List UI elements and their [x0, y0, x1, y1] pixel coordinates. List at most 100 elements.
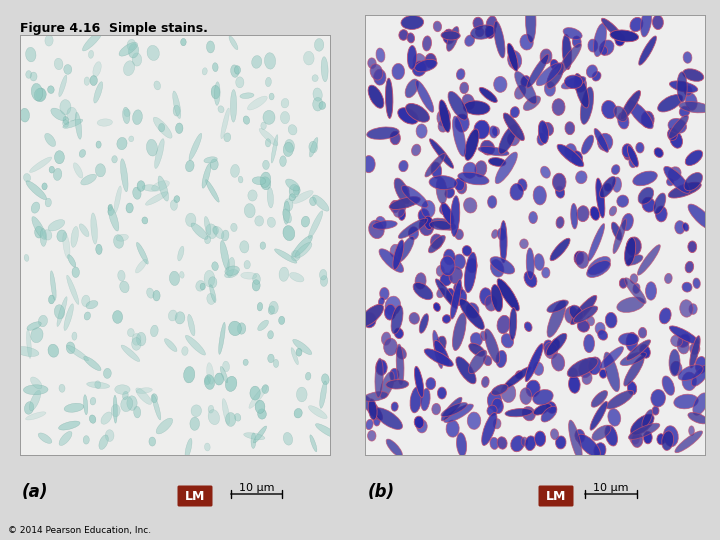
Ellipse shape [67, 275, 79, 305]
Ellipse shape [71, 226, 78, 247]
Ellipse shape [175, 312, 185, 324]
Ellipse shape [204, 271, 215, 287]
Ellipse shape [288, 125, 297, 135]
Ellipse shape [396, 347, 406, 359]
Ellipse shape [675, 221, 685, 234]
Ellipse shape [220, 241, 229, 271]
Ellipse shape [456, 69, 465, 80]
Ellipse shape [257, 302, 263, 311]
Ellipse shape [448, 91, 467, 120]
Ellipse shape [227, 258, 235, 277]
Ellipse shape [575, 429, 585, 443]
Ellipse shape [208, 405, 214, 413]
Ellipse shape [50, 271, 56, 300]
Ellipse shape [521, 76, 530, 86]
Ellipse shape [225, 413, 235, 427]
Ellipse shape [230, 164, 240, 177]
Ellipse shape [446, 420, 459, 437]
Ellipse shape [600, 40, 614, 55]
Text: Figure 4.16  Simple stains.: Figure 4.16 Simple stains. [20, 22, 208, 35]
Ellipse shape [615, 33, 625, 46]
Ellipse shape [680, 300, 693, 317]
Ellipse shape [205, 179, 219, 202]
Ellipse shape [464, 35, 474, 46]
Ellipse shape [608, 409, 621, 426]
Ellipse shape [186, 213, 196, 227]
Ellipse shape [601, 18, 623, 39]
Ellipse shape [618, 112, 629, 129]
Ellipse shape [664, 166, 690, 193]
Ellipse shape [633, 284, 640, 293]
Ellipse shape [438, 387, 446, 399]
Ellipse shape [385, 296, 400, 315]
Ellipse shape [379, 297, 384, 306]
Ellipse shape [97, 119, 112, 126]
Ellipse shape [84, 395, 88, 415]
Ellipse shape [492, 127, 500, 136]
Ellipse shape [408, 227, 418, 240]
Ellipse shape [488, 158, 506, 166]
Ellipse shape [626, 237, 642, 256]
Ellipse shape [683, 69, 703, 82]
Ellipse shape [569, 420, 582, 461]
Ellipse shape [592, 71, 601, 81]
Ellipse shape [403, 186, 409, 194]
Ellipse shape [436, 266, 444, 276]
Ellipse shape [244, 260, 251, 269]
Ellipse shape [546, 63, 564, 89]
Ellipse shape [153, 291, 160, 301]
Ellipse shape [558, 43, 582, 75]
Ellipse shape [463, 162, 477, 178]
Ellipse shape [401, 16, 423, 30]
Ellipse shape [283, 433, 292, 445]
Ellipse shape [372, 220, 397, 230]
Ellipse shape [374, 69, 386, 85]
Ellipse shape [509, 308, 517, 340]
Ellipse shape [202, 68, 207, 75]
Ellipse shape [129, 136, 134, 142]
Ellipse shape [657, 434, 665, 445]
Ellipse shape [690, 336, 700, 368]
Ellipse shape [112, 156, 117, 163]
Ellipse shape [122, 107, 130, 124]
Ellipse shape [600, 46, 608, 55]
Ellipse shape [240, 93, 254, 98]
Ellipse shape [572, 36, 581, 48]
Ellipse shape [462, 94, 474, 110]
Ellipse shape [454, 283, 462, 294]
Ellipse shape [679, 102, 710, 113]
Ellipse shape [573, 306, 598, 323]
Ellipse shape [439, 100, 451, 132]
Ellipse shape [184, 367, 194, 383]
Ellipse shape [35, 88, 46, 102]
Ellipse shape [189, 133, 202, 160]
Ellipse shape [570, 295, 597, 325]
Ellipse shape [135, 259, 147, 273]
Ellipse shape [84, 356, 101, 370]
Ellipse shape [588, 256, 611, 275]
Ellipse shape [209, 276, 217, 288]
Ellipse shape [63, 119, 83, 129]
Text: © 2014 Pearson Education, Inc.: © 2014 Pearson Education, Inc. [8, 525, 151, 535]
Ellipse shape [261, 122, 266, 130]
Ellipse shape [639, 36, 657, 65]
Ellipse shape [379, 249, 404, 272]
Ellipse shape [678, 338, 689, 354]
Ellipse shape [58, 421, 80, 430]
Ellipse shape [214, 226, 224, 239]
Ellipse shape [654, 148, 663, 158]
Ellipse shape [134, 406, 140, 418]
Ellipse shape [684, 173, 703, 191]
Ellipse shape [671, 335, 683, 347]
Ellipse shape [63, 120, 68, 127]
Ellipse shape [470, 333, 482, 346]
Ellipse shape [164, 339, 177, 352]
Ellipse shape [534, 431, 546, 447]
Ellipse shape [75, 112, 81, 139]
Ellipse shape [255, 400, 265, 413]
Ellipse shape [541, 406, 557, 422]
Ellipse shape [319, 102, 325, 110]
Ellipse shape [682, 372, 696, 390]
Ellipse shape [116, 234, 128, 241]
Ellipse shape [574, 251, 584, 265]
